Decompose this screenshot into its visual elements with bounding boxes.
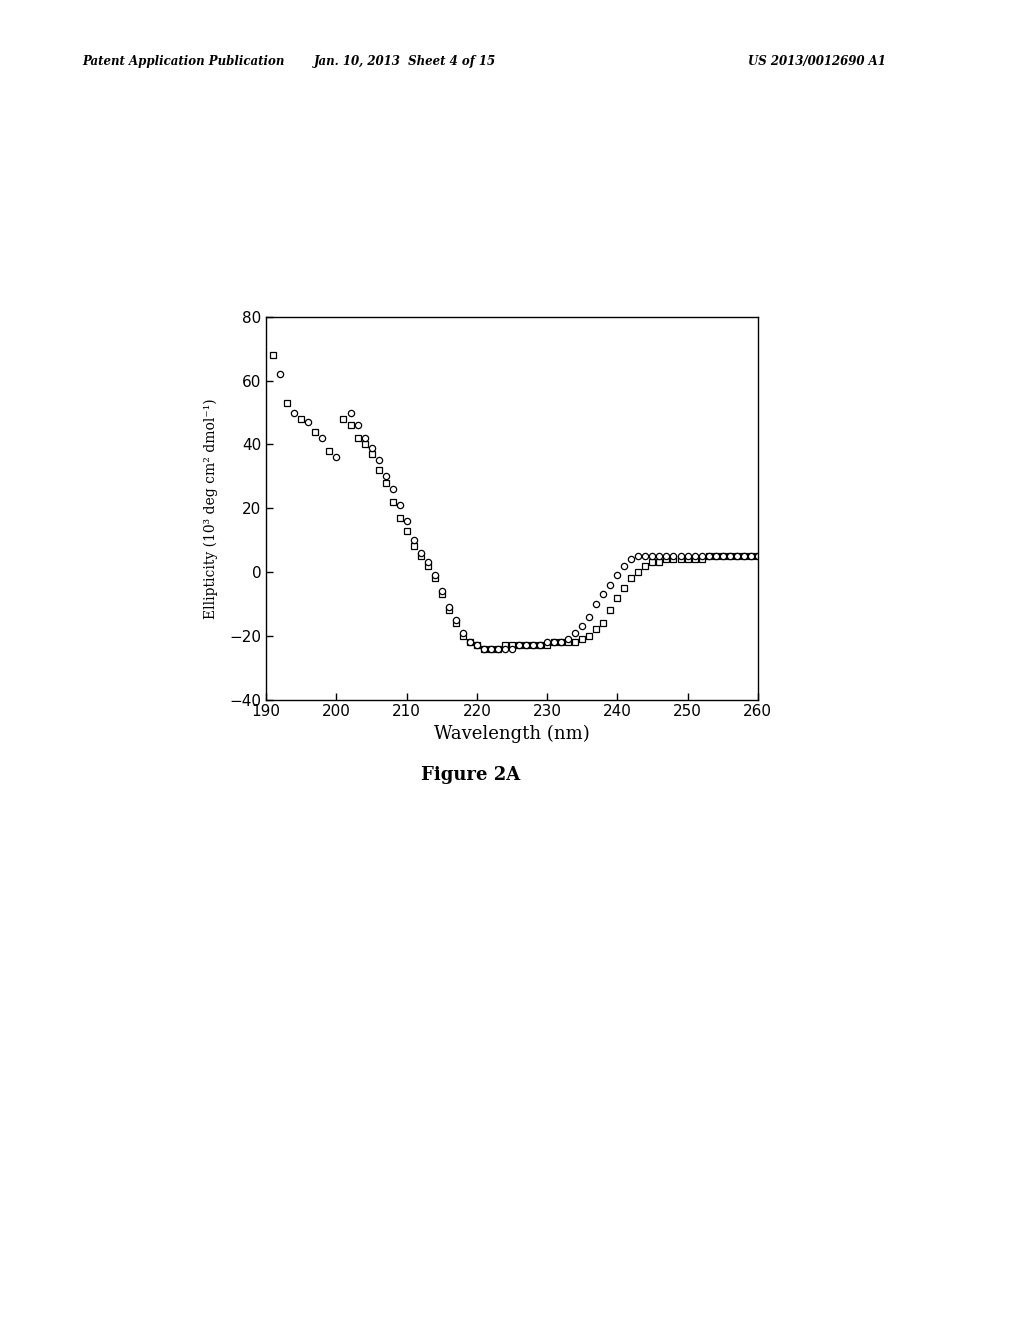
Text: US 2013/0012690 A1: US 2013/0012690 A1 <box>748 55 886 69</box>
Text: Jan. 10, 2013  Sheet 4 of 15: Jan. 10, 2013 Sheet 4 of 15 <box>313 55 496 69</box>
Y-axis label: Ellipticity (10³ deg cm² dmol⁻¹): Ellipticity (10³ deg cm² dmol⁻¹) <box>204 397 218 619</box>
X-axis label: Wavelength (nm): Wavelength (nm) <box>434 725 590 743</box>
Text: Figure 2A: Figure 2A <box>422 766 520 784</box>
Text: Patent Application Publication: Patent Application Publication <box>82 55 285 69</box>
